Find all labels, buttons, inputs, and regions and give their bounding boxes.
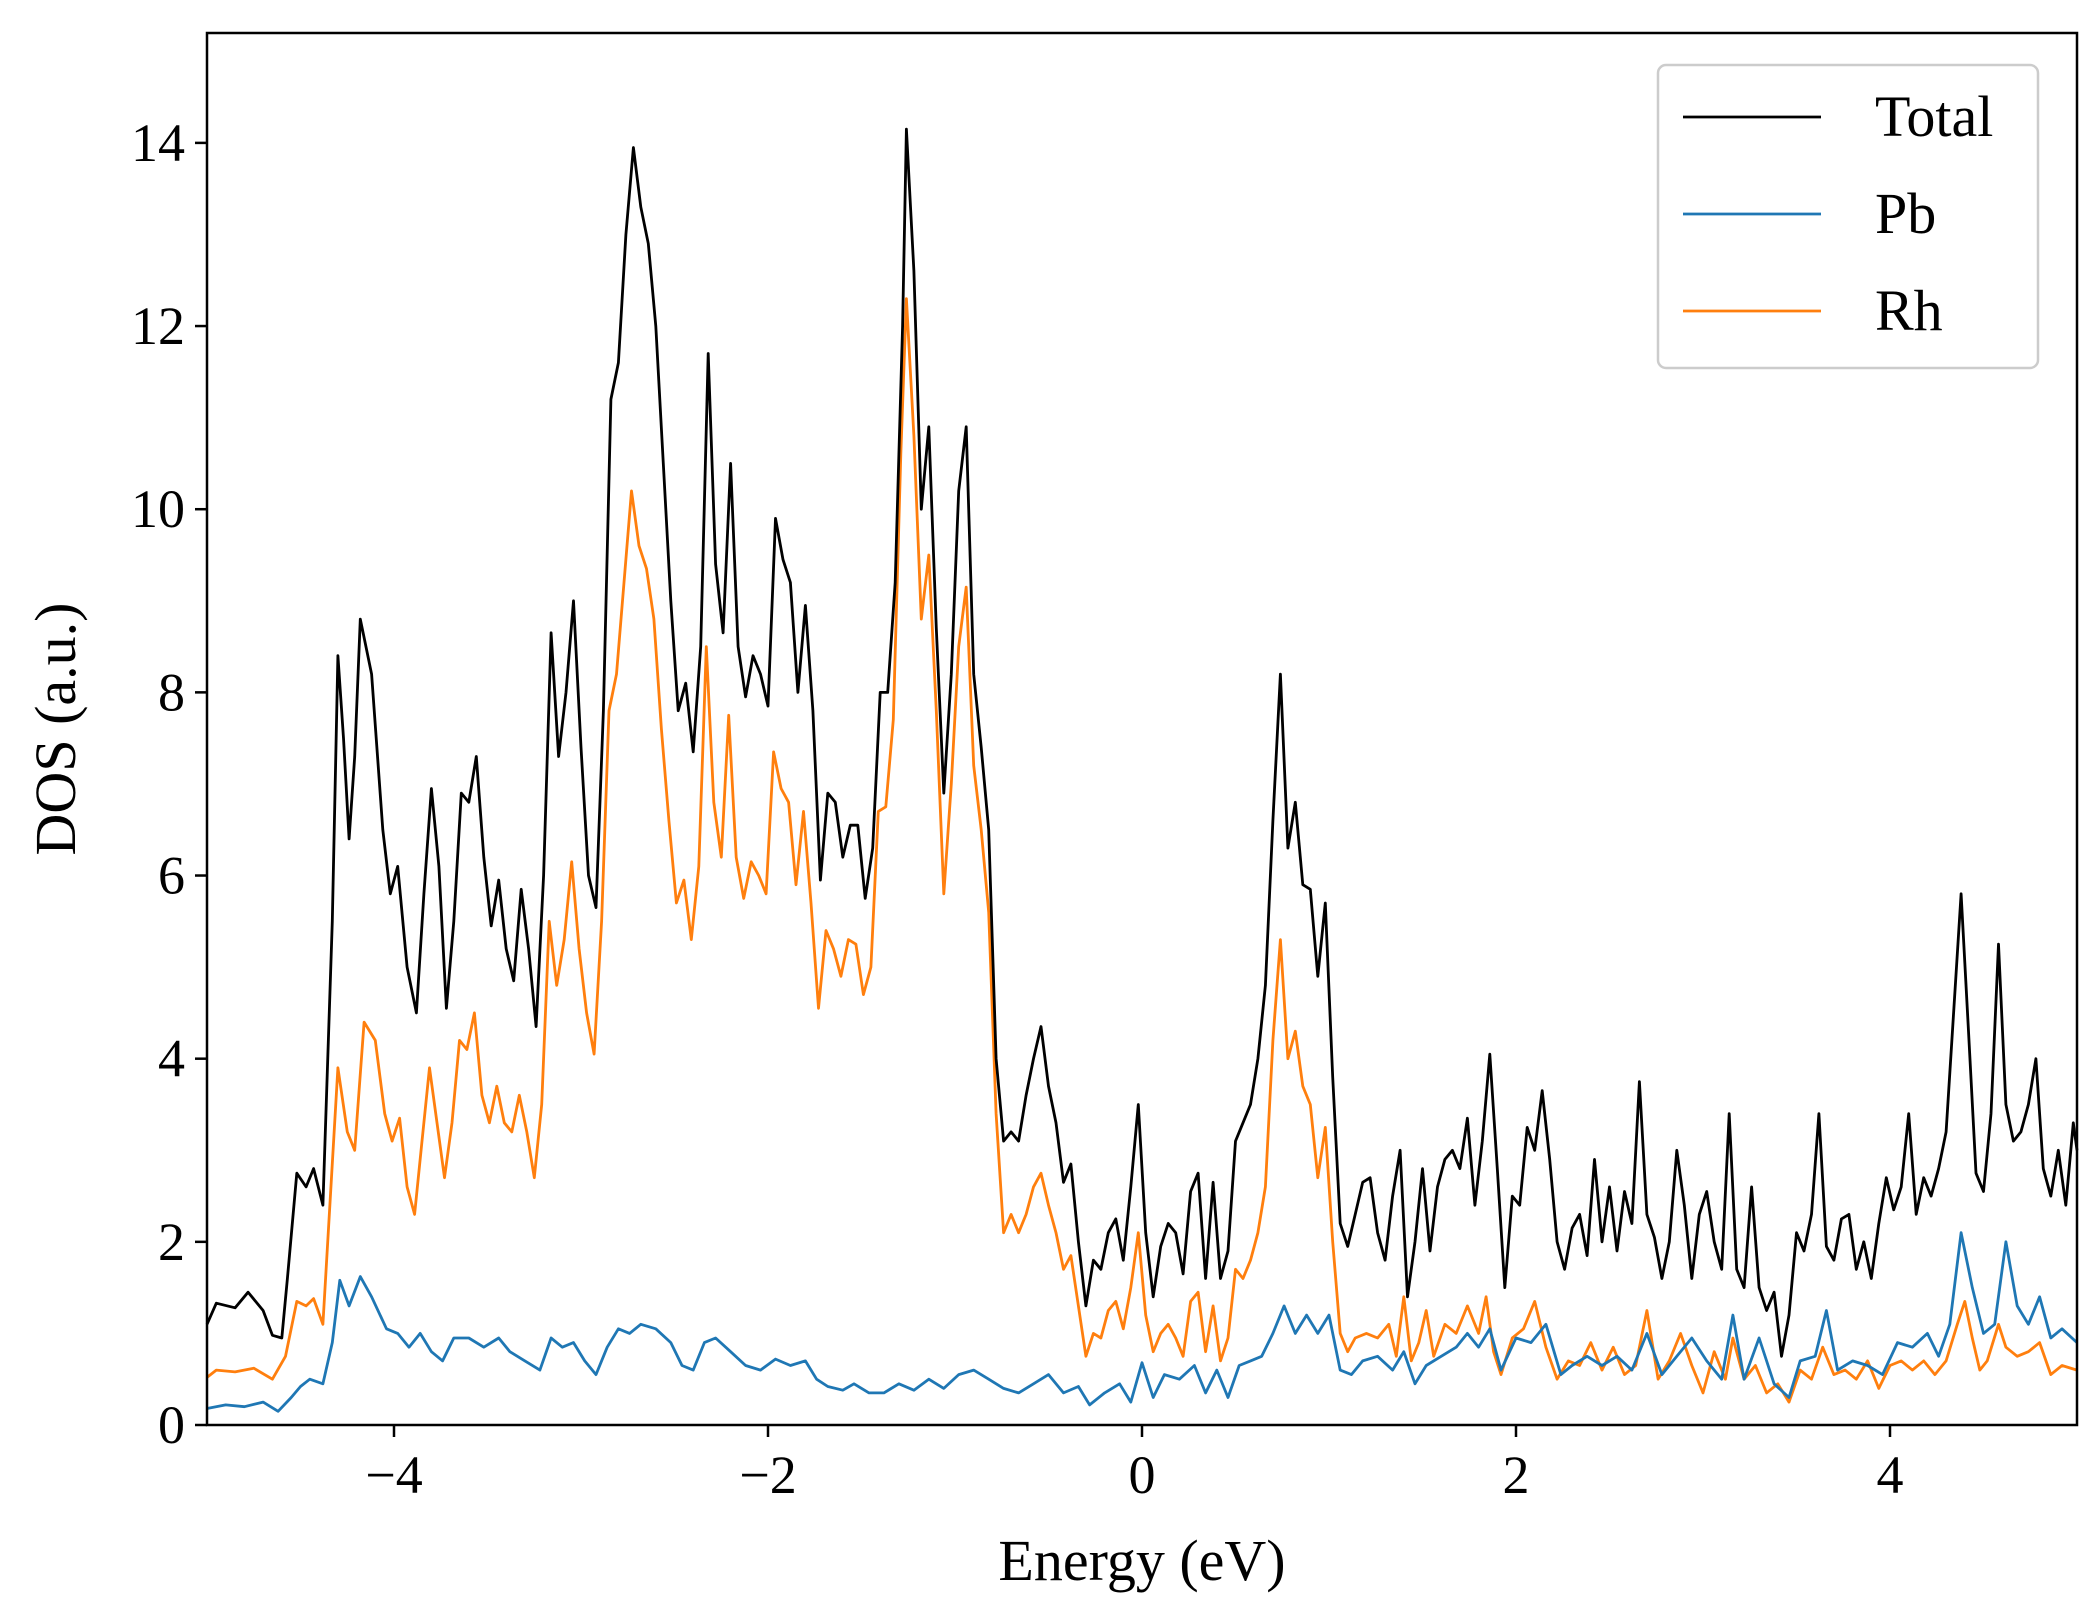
- x-tick-label: 4: [1877, 1445, 1904, 1505]
- x-tick-label: 0: [1129, 1445, 1156, 1505]
- x-tick-label: 2: [1503, 1445, 1530, 1505]
- y-axis: 0 2 4 6 8 10 12 14: [131, 113, 207, 1455]
- y-tick-label: 6: [158, 846, 185, 906]
- y-tick-label: 0: [158, 1395, 185, 1455]
- legend-label-pb: Pb: [1875, 181, 1936, 246]
- x-axis-label: Energy (eV): [998, 1528, 1285, 1593]
- legend-label-rh: Rh: [1875, 278, 1943, 343]
- x-tick-label: −4: [365, 1445, 422, 1505]
- y-tick-label: 10: [131, 479, 185, 539]
- legend-label-total: Total: [1875, 84, 1993, 149]
- x-tick-label: −2: [739, 1445, 796, 1505]
- series-line-total: [205, 127, 2079, 1358]
- series-line-pb: [206, 1231, 2078, 1413]
- y-tick-label: 4: [158, 1029, 185, 1089]
- series-line-rh: [206, 297, 2078, 1404]
- x-axis: −4 −2 0 2 4: [365, 1425, 1904, 1505]
- y-axis-label: DOS (a.u.): [23, 603, 88, 856]
- legend-box: [1656, 63, 2040, 370]
- y-tick-label: 14: [131, 113, 185, 173]
- plot-lines: [205, 127, 2079, 1413]
- y-tick-label: 2: [158, 1212, 185, 1272]
- y-tick-label: 12: [131, 296, 185, 356]
- y-tick-label: 8: [158, 662, 185, 722]
- legend: Total Pb Rh: [1656, 63, 2040, 370]
